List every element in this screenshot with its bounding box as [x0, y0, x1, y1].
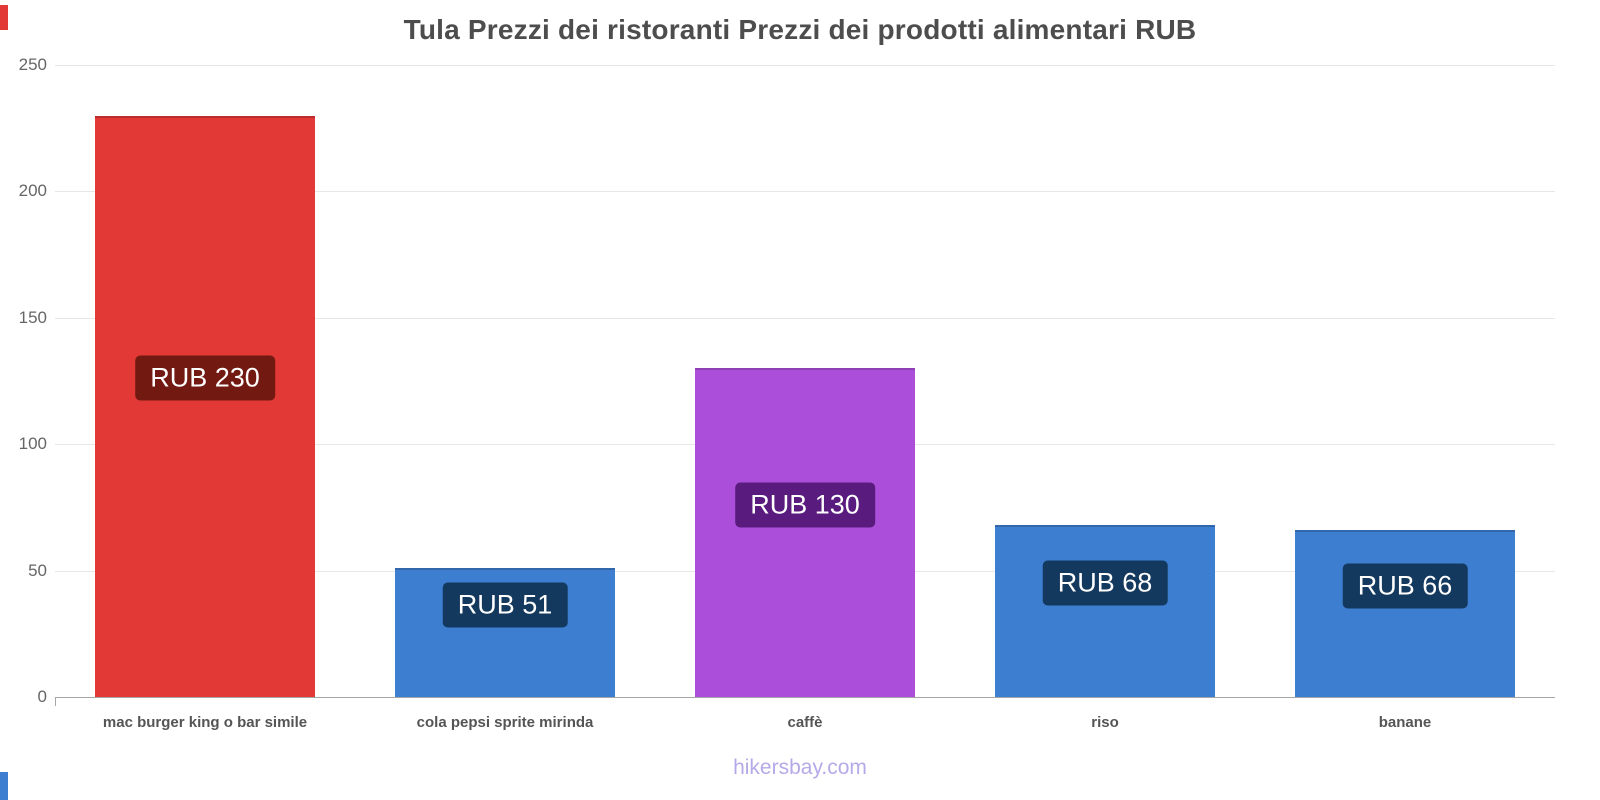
- footer-brand: hikersbay.com: [733, 756, 867, 779]
- bar-5[interactable]: RUB 66: [1295, 530, 1515, 697]
- y-tick-label: 50: [28, 560, 47, 580]
- chart-title: Tula Prezzi dei ristoranti Prezzi dei pr…: [403, 14, 1197, 45]
- y-tick-label: 250: [18, 55, 47, 74]
- x-category-label: cola pepsi sprite mirinda: [416, 714, 594, 731]
- y-tick-label: 100: [18, 434, 47, 454]
- value-badge: RUB 230: [135, 355, 275, 401]
- y-tick-label: 200: [18, 181, 47, 201]
- value-badge: RUB 66: [1342, 563, 1468, 609]
- gridline: [55, 191, 1555, 193]
- bar-1[interactable]: RUB 230: [95, 115, 315, 697]
- y-axis: 0 50 100 150 200 250: [0, 55, 47, 706]
- x-category-label: riso: [1091, 714, 1119, 731]
- accent-mark-top-left: [0, 5, 8, 30]
- x-axis: mac burger king o bar simile cola pepsi s…: [55, 697, 1555, 742]
- value-badge: RUB 68: [1042, 560, 1168, 606]
- y-tick-label: 0: [37, 687, 47, 706]
- plot-area: RUB 230 RUB 51 RUB 130 RUB 68 RUB 66: [55, 65, 1555, 706]
- bar-2[interactable]: RUB 51: [395, 568, 615, 697]
- accent-mark-bottom-left: [0, 772, 8, 800]
- gridline: [55, 317, 1555, 319]
- y-tick-label: 150: [18, 307, 47, 327]
- bar-3[interactable]: RUB 130: [695, 368, 915, 697]
- value-badge: RUB 51: [442, 582, 568, 628]
- x-category-label: mac burger king o bar simile: [102, 714, 308, 731]
- value-badge: RUB 130: [735, 482, 875, 528]
- axis-origin-tick: [55, 697, 56, 706]
- x-category-label: banane: [1378, 714, 1432, 731]
- x-category-label: caffè: [787, 714, 823, 731]
- bar-4[interactable]: RUB 68: [995, 525, 1215, 697]
- gridline: [55, 65, 1555, 66]
